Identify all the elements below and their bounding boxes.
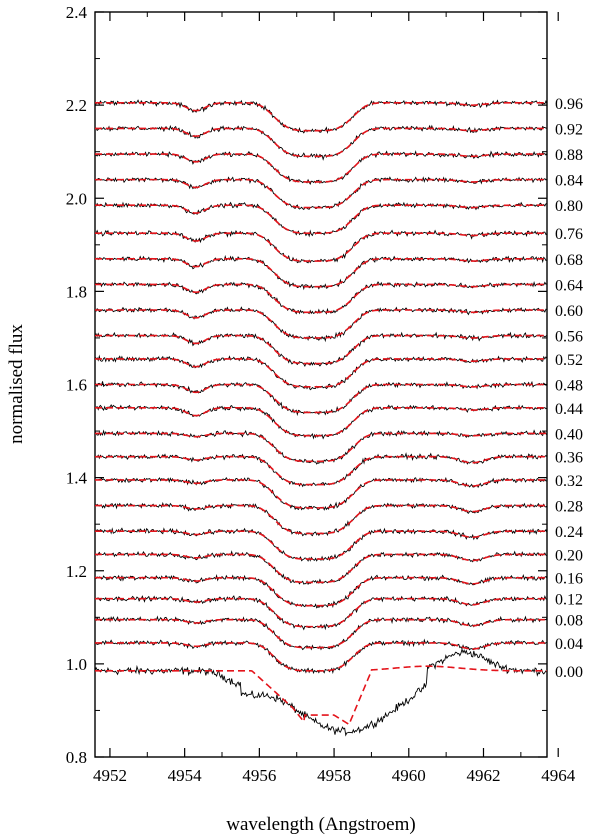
y-tick-label: 1.0	[66, 655, 87, 674]
model-spectrum-0.00	[95, 665, 547, 726]
y-tick-label: 2.2	[66, 96, 87, 115]
model-spectrum-0.40	[95, 432, 547, 463]
phase-label-0.60: 0.60	[555, 303, 583, 320]
y-tick-label: 1.6	[66, 376, 87, 395]
model-spectrum-0.32	[95, 479, 547, 509]
y-tick-label: 1.8	[66, 282, 87, 301]
model-spectrum-0.80	[95, 204, 547, 234]
observed-spectrum-0.40	[94, 429, 548, 465]
model-spectrum-0.76	[95, 232, 547, 262]
model-spectrum-0.52	[95, 358, 547, 388]
x-axis-title: wavelength (Angstroem)	[226, 814, 415, 835]
phase-label-0.12: 0.12	[555, 592, 583, 609]
spectra-curves	[94, 99, 548, 737]
observed-spectrum-0.76	[94, 229, 548, 264]
model-spectrum-0.44	[95, 406, 547, 437]
phase-label-0.00: 0.00	[555, 664, 583, 681]
y-tick-label: 0.8	[66, 748, 87, 767]
phase-label-0.92: 0.92	[555, 121, 583, 138]
x-tick-label: 4956	[242, 766, 276, 785]
model-spectrum-0.48	[95, 383, 547, 414]
phase-label-0.04: 0.04	[555, 636, 583, 653]
model-spectrum-0.68	[95, 257, 547, 288]
phase-label-0.16: 0.16	[555, 571, 583, 588]
model-spectrum-0.96	[95, 102, 547, 132]
observed-spectrum-0.36	[94, 452, 548, 488]
model-spectrum-0.28	[95, 504, 547, 535]
phase-label-0.08: 0.08	[555, 613, 583, 630]
phase-label-0.80: 0.80	[555, 198, 583, 215]
model-spectrum-0.88	[95, 153, 547, 183]
x-tick-label: 4964	[541, 766, 576, 785]
phase-label-0.96: 0.96	[555, 96, 583, 113]
phase-labels: 0.00 0.04 0.08 0.12 0.16 0.20 0.24 0.28 0.32 0.36…	[555, 96, 583, 681]
observed-spectrum-0.12	[94, 594, 548, 631]
axis-ticks	[95, 11, 559, 758]
phase-label-0.56: 0.56	[555, 329, 583, 346]
x-tick-label: 4960	[392, 766, 426, 785]
phase-label-0.88: 0.88	[555, 147, 583, 164]
observed-spectrum-0.88	[94, 150, 548, 185]
model-spectrum-0.16	[95, 576, 547, 607]
observed-spectrum-0.20	[94, 550, 548, 586]
y-axis-title: normalised flux	[6, 324, 27, 444]
phase-label-0.52: 0.52	[555, 352, 583, 369]
phase-label-0.68: 0.68	[555, 252, 583, 269]
model-spectrum-0.20	[95, 553, 547, 584]
model-spectrum-0.92	[95, 127, 547, 158]
phase-label-0.76: 0.76	[555, 226, 583, 243]
model-spectrum-0.24	[95, 530, 547, 560]
x-tick-label: 4954	[168, 766, 203, 785]
phase-label-0.48: 0.48	[555, 378, 583, 395]
model-spectrum-0.12	[95, 597, 547, 628]
y-tick-label: 2.4	[66, 3, 88, 22]
phase-label-0.40: 0.40	[555, 426, 583, 443]
observed-spectrum-0.00	[94, 647, 548, 737]
x-tick-label: 4962	[466, 766, 500, 785]
model-spectrum-0.84	[95, 178, 547, 209]
phase-label-0.84: 0.84	[555, 173, 583, 190]
observed-spectrum-0.08	[94, 615, 548, 651]
model-spectrum-0.56	[95, 334, 547, 365]
y-tick-label: 1.2	[66, 562, 87, 581]
x-tick-label: 4952	[93, 766, 127, 785]
axis-tick-labels: 4952 4954 4956 4958 4960 4962 4964 0.8 1.0 1.2 1.4…	[66, 3, 576, 785]
phase-label-0.44: 0.44	[555, 401, 583, 418]
phase-label-0.20: 0.20	[555, 547, 583, 564]
y-tick-label: 1.4	[66, 469, 88, 488]
model-spectrum-0.08	[95, 618, 547, 649]
observed-spectrum-0.56	[94, 331, 548, 368]
model-spectrum-0.64	[95, 283, 547, 314]
model-spectrum-0.60	[95, 309, 547, 339]
phase-label-0.24: 0.24	[555, 524, 583, 541]
phase-label-0.36: 0.36	[555, 450, 583, 467]
model-spectrum-0.36	[95, 455, 547, 486]
y-tick-label: 2.0	[66, 189, 87, 208]
phase-label-0.28: 0.28	[555, 499, 583, 516]
model-spectrum-0.04	[95, 642, 547, 672]
observed-spectrum-0.24	[94, 527, 548, 562]
phase-label-0.32: 0.32	[555, 473, 583, 490]
phase-label-0.64: 0.64	[555, 277, 583, 294]
x-tick-label: 4958	[317, 766, 351, 785]
